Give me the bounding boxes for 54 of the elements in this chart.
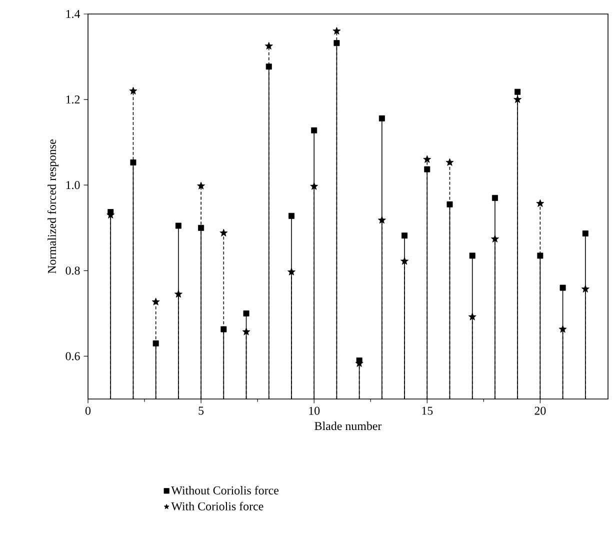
point — [400, 257, 409, 265]
point — [332, 26, 341, 35]
point — [197, 182, 206, 190]
point — [537, 252, 544, 259]
point — [129, 86, 138, 94]
point — [423, 155, 432, 163]
point — [514, 95, 522, 103]
point — [582, 230, 588, 236]
point — [175, 222, 182, 229]
point — [378, 115, 385, 122]
x-tick-label: 5 — [198, 406, 204, 415]
y-tick-label: 0.8 — [66, 266, 80, 275]
legend-label: Without Coriolis force — [171, 486, 279, 495]
point — [198, 224, 204, 231]
point — [152, 340, 159, 346]
point — [560, 284, 566, 291]
point — [492, 194, 498, 201]
point — [174, 290, 182, 298]
point — [446, 158, 454, 166]
point — [264, 42, 273, 50]
y-axis-title: Normalized forced response — [47, 140, 58, 274]
point — [334, 40, 340, 46]
y-tick-label: 1.2 — [66, 96, 80, 104]
point — [378, 216, 386, 224]
point — [242, 328, 250, 336]
point — [130, 159, 136, 166]
point — [558, 325, 567, 333]
point — [311, 127, 318, 134]
point — [310, 182, 318, 190]
point — [220, 326, 227, 332]
y-tick-label: 0.6 — [66, 352, 80, 360]
legend-label: With Coriolis force — [171, 502, 264, 510]
x-tick-label: 10 — [309, 406, 320, 415]
point — [287, 268, 296, 276]
point — [266, 64, 272, 70]
x-tick-label: 20 — [534, 406, 546, 415]
point — [490, 234, 499, 242]
point — [243, 310, 250, 316]
point — [536, 199, 544, 207]
point — [220, 228, 228, 236]
point — [424, 166, 430, 172]
point — [514, 88, 521, 95]
point — [469, 252, 476, 259]
x-tick-label: 15 — [422, 406, 433, 415]
x-tick-label: 0 — [85, 406, 91, 415]
point — [581, 284, 590, 292]
point — [152, 298, 160, 306]
point — [446, 201, 453, 208]
x-axis-title: Blade number — [314, 422, 382, 430]
y-tick-label: 1.4 — [66, 10, 80, 18]
y-tick-label: 1.0 — [66, 181, 80, 190]
point — [288, 212, 294, 219]
point — [468, 312, 476, 320]
point — [402, 232, 408, 239]
